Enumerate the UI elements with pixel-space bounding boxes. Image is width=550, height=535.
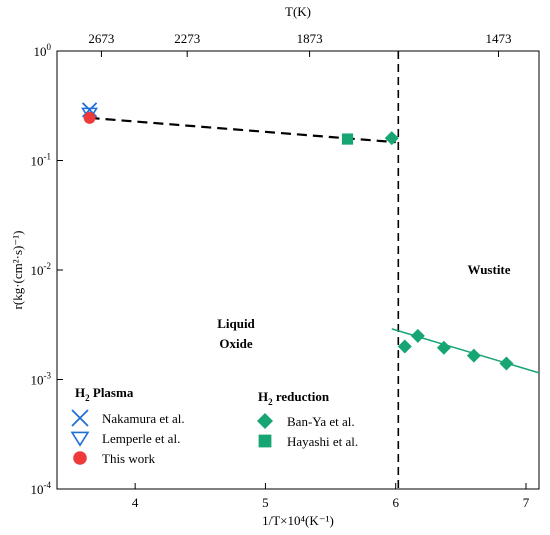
top-tick-label: 2273 xyxy=(174,31,200,46)
point-ban-ya-et-al-marker xyxy=(410,328,425,343)
liquid-label-line2: Oxide xyxy=(219,336,252,351)
top-axis: 2673 2273 1873 1473 xyxy=(88,31,511,57)
point-ban-ya-et-al-marker xyxy=(436,340,451,355)
legend-hayashi-et-al-label: Hayashi et al. xyxy=(287,434,358,449)
legend-heading-plasma: H2 Plasma xyxy=(75,385,134,403)
data-markers xyxy=(81,102,514,371)
x-tick-label: 6 xyxy=(392,495,399,510)
point-hayashi-et-al-marker xyxy=(341,133,354,145)
top-tick-label: 2673 xyxy=(88,31,114,46)
y-axis: 100 10-1 10-2 10-3 10-4 xyxy=(31,42,63,497)
legend-nakamura-et-al-label: Nakamura et al. xyxy=(102,411,185,426)
wustite-label: Wustite xyxy=(467,262,510,277)
liquid-label-line1: Liquid xyxy=(217,316,255,331)
x-tick-label: 5 xyxy=(262,495,269,510)
legend-lemperle-et-al-label: Lemperle et al. xyxy=(102,431,180,446)
legend-heading-reduction: H2 reduction xyxy=(258,389,330,407)
legend-this-work-marker xyxy=(73,451,87,465)
y-tick-label: 10-1 xyxy=(31,152,52,169)
plasma-trend-line xyxy=(89,116,396,144)
legend: Nakamura et al. Lemperle et al. This work B… xyxy=(70,409,358,466)
legend-ban-ya-et-al-label: Ban-Ya et al. xyxy=(287,414,355,429)
point-ban-ya-et-al-marker xyxy=(499,356,514,371)
top-tick-label: 1473 xyxy=(485,31,511,46)
legend-nakamura-et-al-marker xyxy=(71,409,89,427)
legend-hayashi-et-al-marker xyxy=(258,434,272,448)
point-ban-ya-et-al-marker xyxy=(397,339,412,354)
y-axis-title: r(kg·(cm²·s)⁻¹) xyxy=(10,231,25,310)
legend-ban-ya-et-al-marker xyxy=(257,413,273,429)
point-this-work-marker xyxy=(83,111,96,124)
x-tick-label: 4 xyxy=(132,495,139,510)
y-tick-label: 100 xyxy=(34,42,52,59)
top-axis-title: T(K) xyxy=(285,4,311,19)
y-tick-label: 10-2 xyxy=(31,261,52,278)
y-tick-label: 10-4 xyxy=(31,480,52,497)
point-ban-ya-et-al-marker xyxy=(384,131,399,146)
x-axis-title: 1/T×10⁴(K⁻¹) xyxy=(262,513,334,528)
legend-this-work-label: This work xyxy=(102,451,156,466)
point-ban-ya-et-al-marker xyxy=(466,348,481,363)
x-axis: 4 5 6 7 xyxy=(132,483,530,510)
top-tick-label: 1873 xyxy=(297,31,323,46)
x-tick-label: 7 xyxy=(523,495,530,510)
y-tick-label: 10-3 xyxy=(31,371,52,388)
legend-lemperle-et-al-marker xyxy=(70,431,90,447)
